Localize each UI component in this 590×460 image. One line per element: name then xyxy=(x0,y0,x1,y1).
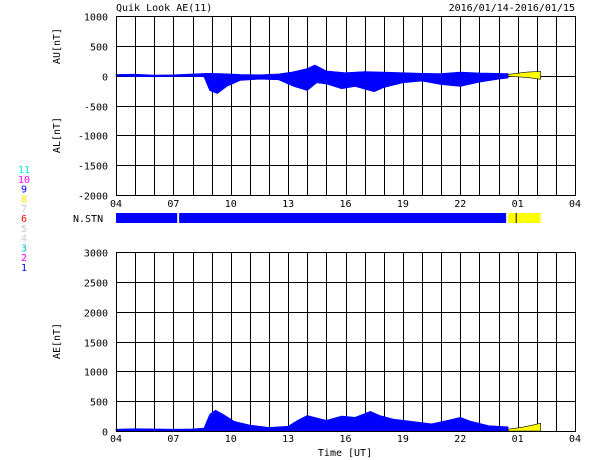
y-tick-label: 0 xyxy=(102,428,108,439)
station-legend-item: 1 xyxy=(21,263,27,274)
y-tick-label: 500 xyxy=(90,43,108,54)
y-tick-label: -1500 xyxy=(78,162,108,173)
al-axis-label: AL[nT] xyxy=(52,117,63,153)
ae-series xyxy=(115,409,509,432)
y-tick-label: 1000 xyxy=(84,13,108,24)
plot-frame xyxy=(116,16,576,196)
y-tick-label: -2000 xyxy=(78,192,108,203)
station-legend-item: 3 xyxy=(21,243,27,254)
x-tick-label: 10 xyxy=(225,434,237,445)
date-range: 2016/01/14-2016/01/15 xyxy=(449,3,575,14)
station-bar-segment xyxy=(179,213,507,223)
x-tick-label: 16 xyxy=(339,199,351,210)
station-bar-segment xyxy=(116,213,178,223)
x-tick-label: 22 xyxy=(454,434,466,445)
y-tick-label: 2000 xyxy=(84,309,108,320)
x-tick-label: 04 xyxy=(569,199,581,210)
station-legend-item: 7 xyxy=(21,204,27,215)
plot-frame xyxy=(116,252,576,432)
station-legend-item: 11 xyxy=(18,165,30,176)
y-tick-label: 1500 xyxy=(84,339,108,350)
x-tick-label: 19 xyxy=(397,199,409,210)
station-legend-item: 4 xyxy=(21,234,27,245)
x-tick-label: 10 xyxy=(225,199,237,210)
x-tick-label: 16 xyxy=(339,434,351,445)
station-bar-label: N.STN xyxy=(73,214,103,225)
au-al-recent-series xyxy=(507,71,541,80)
y-tick-label: 3000 xyxy=(84,249,108,260)
figure-title: Quik Look AE(11) xyxy=(116,3,212,14)
x-tick-label: 07 xyxy=(167,434,179,445)
x-tick-label: 22 xyxy=(454,199,466,210)
station-legend-item: 6 xyxy=(21,214,27,225)
y-tick-label: -500 xyxy=(84,103,108,114)
x-tick-label: 01 xyxy=(512,199,524,210)
au-al-series xyxy=(115,64,509,94)
x-tick-label: 13 xyxy=(282,434,294,445)
x-tick-label: 19 xyxy=(397,434,409,445)
x-tick-label: 01 xyxy=(512,434,524,445)
ae-axis-label: AE[nT] xyxy=(52,323,63,359)
x-tick-label: 04 xyxy=(110,434,122,445)
station-legend-item: 2 xyxy=(21,253,27,264)
y-tick-label: 500 xyxy=(90,398,108,409)
station-legend-item: 5 xyxy=(21,224,27,235)
x-tick-label: 13 xyxy=(282,199,294,210)
station-count-bar xyxy=(116,213,541,223)
station-legend-item: 8 xyxy=(21,194,27,205)
station-bar-segment xyxy=(508,213,541,223)
station-legend-item: 10 xyxy=(18,175,30,186)
x-tick-label: 04 xyxy=(569,434,581,445)
x-tick-label: 07 xyxy=(167,199,179,210)
x-tick-label: 04 xyxy=(110,199,122,210)
station-legend-item: 9 xyxy=(21,185,27,196)
au-axis-label: AU[nT] xyxy=(52,28,63,64)
y-tick-label: -1000 xyxy=(78,132,108,143)
x-axis-title: Time [UT] xyxy=(318,448,372,459)
y-tick-label: 0 xyxy=(102,73,108,84)
ae-recent-series xyxy=(507,422,541,432)
y-tick-label: 1000 xyxy=(84,368,108,379)
y-tick-label: 2500 xyxy=(84,279,108,290)
